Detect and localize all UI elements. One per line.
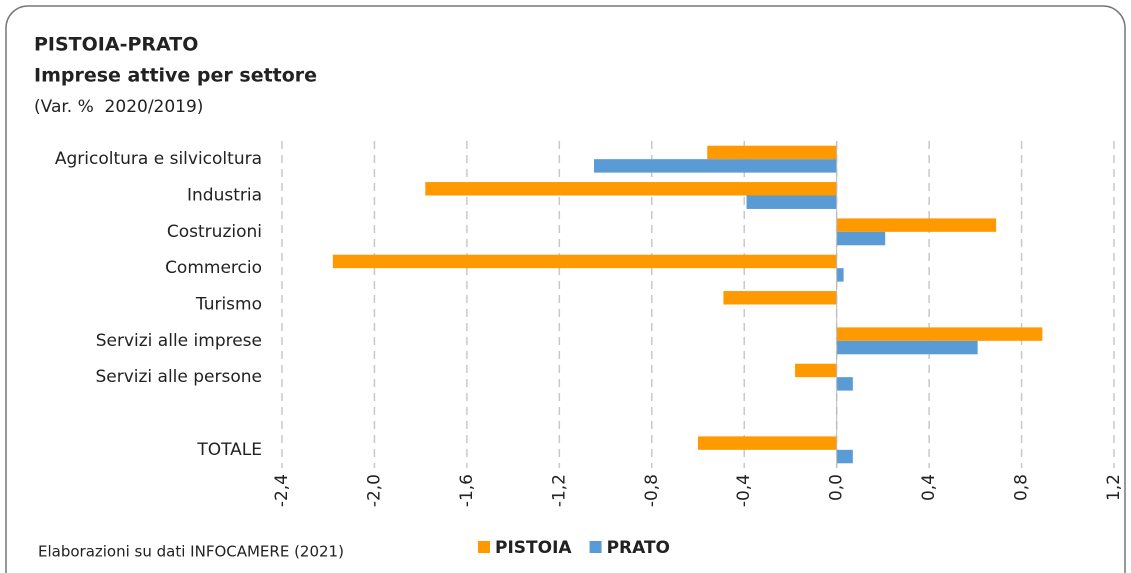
bar [836,327,1043,341]
y-tick-label: Costruzioni [167,222,262,242]
bar [698,436,837,450]
unit-note: (Var. % 2020/2019) [34,97,203,117]
bar [594,159,837,173]
bar [836,340,978,355]
chart-title: PISTOIA-PRATO [34,34,198,56]
x-tick-label: -0,8 [642,474,662,507]
bar [836,377,853,391]
bar [795,363,837,378]
x-tick-label: 0,0 [827,474,847,501]
bar [707,145,837,160]
x-tick-label: -2,4 [272,474,292,507]
x-tick-label: -1,6 [457,474,477,507]
y-tick-label: Industria [187,186,262,206]
bar [332,254,837,269]
legend-swatch [478,541,490,553]
y-tick-label: Agricoltura e silvicoltura [55,149,262,169]
x-tick-label: 0,4 [919,474,939,501]
y-tick-label: Servizi alle persone [95,367,262,387]
bar [836,218,997,232]
y-tick-label: Commercio [165,258,262,278]
bar [746,195,837,209]
frame [5,5,1126,573]
x-tick-label: -0,4 [734,474,754,507]
legend-swatch [589,541,602,553]
bar [836,449,853,464]
x-tick-label: 1,2 [1104,474,1124,501]
y-tick-label: TOTALE [196,440,262,460]
legend-label: PISTOIA [495,538,572,558]
bar [723,291,837,305]
bar [836,268,844,282]
chart-subtitle: Imprese attive per settore [34,65,317,87]
legend-label: PRATO [607,538,670,558]
bar [836,231,886,246]
y-tick-label: Servizi alle imprese [96,331,262,351]
y-tick-label: Turismo [195,295,262,315]
x-tick-label: -2,0 [364,474,384,507]
x-tick-label: 0,8 [1012,474,1032,501]
x-tick-label: -1,2 [549,474,569,507]
bar [425,182,837,196]
source: Elaborazioni su dati INFOCAMERE (2021) [38,543,344,561]
